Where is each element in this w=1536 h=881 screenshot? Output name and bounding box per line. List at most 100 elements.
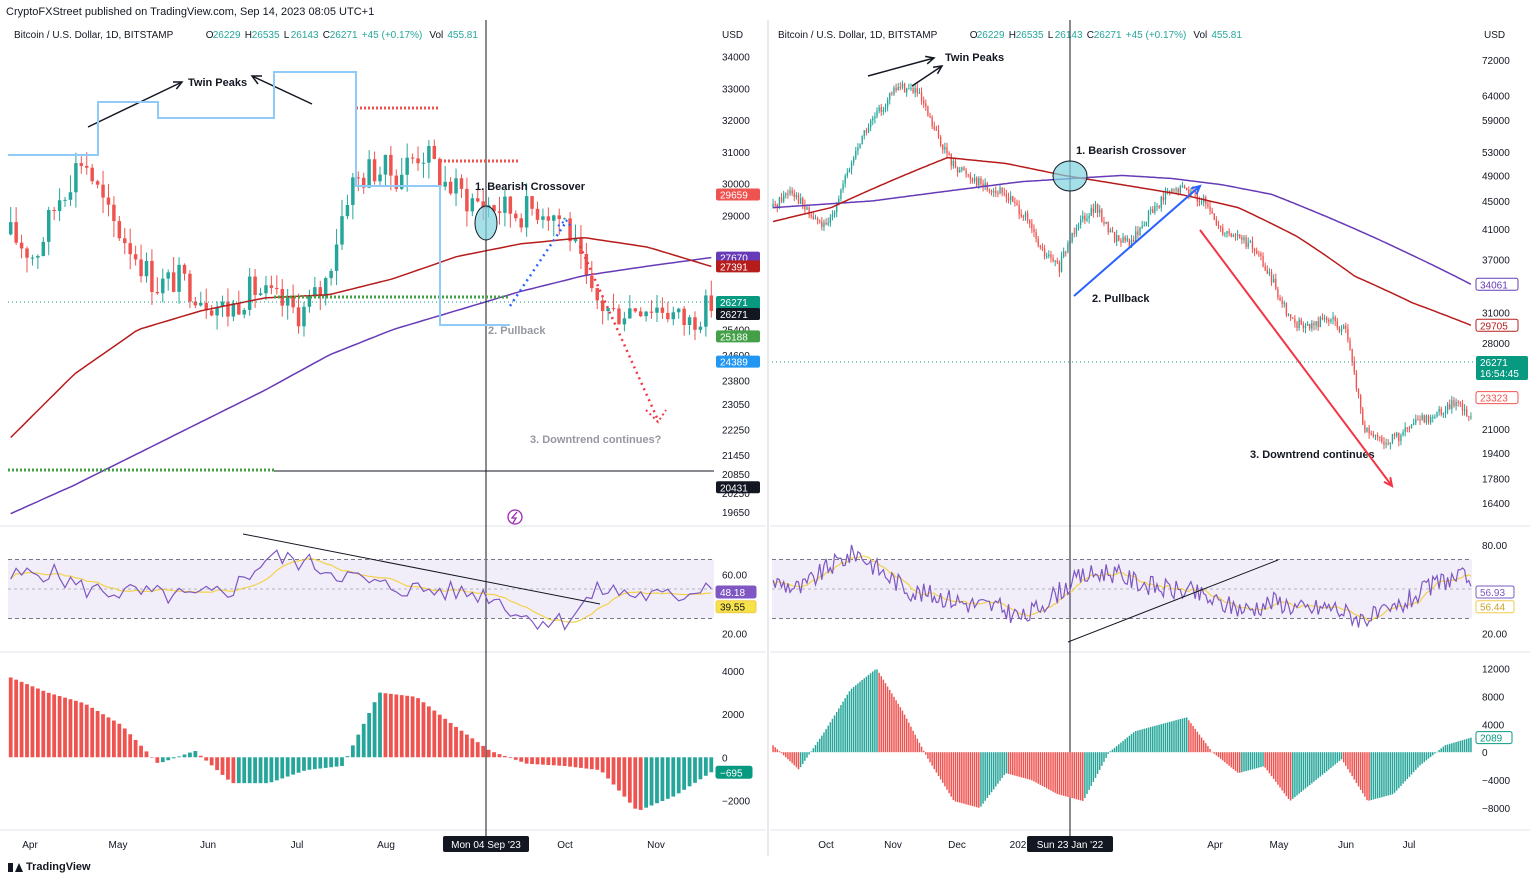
- twin-peaks-arrow-right-head: [250, 75, 262, 85]
- candle-body: [1243, 237, 1245, 240]
- ao-bar: [1400, 752, 1402, 786]
- ao-bar: [1253, 752, 1256, 769]
- ao-bar: [1275, 752, 1277, 782]
- candle-body: [1046, 256, 1048, 258]
- ao-bar: [1230, 752, 1232, 768]
- ao-value: −695: [720, 768, 743, 779]
- downtrend-arrow-head: [1383, 476, 1394, 488]
- ao-bar: [855, 685, 857, 753]
- candle-body: [1459, 402, 1462, 404]
- ao-bar: [1052, 752, 1054, 792]
- ao-bar: [1425, 752, 1428, 761]
- ao-bar: [944, 752, 946, 787]
- candle-body: [1222, 227, 1224, 235]
- candle-body: [1283, 303, 1285, 305]
- ao-bar: [995, 752, 997, 787]
- ao-bar: [25, 684, 29, 758]
- candle-body: [802, 198, 804, 205]
- time-tick: Dec: [948, 840, 966, 851]
- publisher-line: CryptoFXStreet published on TradingView.…: [6, 6, 375, 18]
- candle-body: [1018, 204, 1020, 215]
- ao-bar: [1058, 752, 1061, 795]
- ao-bar: [1266, 752, 1269, 771]
- price-tick: 34000: [722, 53, 750, 64]
- ao-bar: [829, 722, 832, 753]
- ao-bar: [791, 752, 793, 764]
- ao-bar: [296, 757, 301, 773]
- ao-bar: [68, 699, 73, 758]
- candle-body: [1082, 215, 1084, 220]
- ao-bar: [1434, 752, 1436, 754]
- ao-bar: [910, 726, 912, 753]
- rsi-ma-line: [772, 555, 1472, 622]
- ao-bar: [291, 757, 296, 775]
- ao-bar: [595, 757, 600, 770]
- candle-body: [1200, 202, 1203, 204]
- price-tag-box: [716, 330, 760, 343]
- ao-bar: [1364, 752, 1366, 797]
- ao-bar: [1262, 752, 1264, 767]
- candle-body: [903, 83, 906, 93]
- ao-bar: [838, 708, 840, 753]
- ao-bar: [1249, 752, 1252, 770]
- ao-bar: [1296, 752, 1298, 796]
- ao-bar: [1105, 752, 1107, 758]
- ao-bar: [965, 752, 967, 805]
- candle-body: [117, 221, 122, 239]
- ao-bar: [1092, 752, 1095, 782]
- candle-body: [827, 222, 829, 225]
- candle-body: [1364, 424, 1366, 432]
- candle-body: [1446, 404, 1449, 412]
- ao-bar: [1381, 752, 1383, 798]
- chart-left[interactable]: Bitcoin / U.S. Dollar, 1D, BITSTAMP O 2622…: [8, 20, 760, 852]
- ao-bar: [1417, 752, 1419, 768]
- price-tag-value: 25188: [720, 332, 748, 343]
- candle-body: [313, 287, 317, 297]
- twin-peaks-arrow-left-head: [172, 81, 184, 90]
- ao-bar: [481, 745, 486, 758]
- donchian-channel: [8, 71, 510, 326]
- candle-body: [682, 308, 686, 326]
- ao-bar: [150, 757, 154, 758]
- candle-body: [1313, 322, 1315, 326]
- candle-body: [57, 200, 62, 212]
- ao-bar: [1215, 752, 1218, 756]
- ao-bar: [1340, 752, 1343, 760]
- candle-body: [1412, 423, 1415, 425]
- candle-body: [918, 92, 921, 94]
- candle-body: [1319, 317, 1322, 328]
- candle-body: [454, 178, 458, 194]
- chart-right[interactable]: Bitcoin / U.S. Dollar, 1D, BITSTAMP O 2622…: [772, 20, 1528, 852]
- candle-body: [1387, 443, 1389, 445]
- ao-bar: [912, 730, 914, 753]
- ao-bar: [916, 738, 919, 753]
- candle-body: [1332, 317, 1334, 320]
- rsi-tick: 80.00: [1482, 541, 1507, 552]
- ao-bar: [302, 757, 306, 771]
- candle-body: [367, 159, 371, 188]
- candle-body: [655, 307, 659, 313]
- candle-body: [1376, 435, 1379, 437]
- candle-body: [1444, 411, 1447, 413]
- candle-body: [855, 150, 857, 158]
- ao-bar: [1060, 752, 1063, 796]
- candle-body: [916, 88, 918, 94]
- candle-body: [410, 157, 415, 159]
- candle-body: [1385, 443, 1387, 445]
- candle-body: [1105, 221, 1107, 224]
- candle-body: [950, 154, 952, 166]
- candle-body: [340, 216, 344, 245]
- price-tick: 30000: [722, 180, 750, 191]
- candle-body: [959, 170, 961, 173]
- candle-body: [133, 254, 138, 260]
- candle-body: [1398, 432, 1400, 442]
- ao-bar: [1026, 752, 1029, 780]
- candle-body: [942, 144, 944, 150]
- candle-body: [552, 215, 556, 221]
- price-tag-value: 26271: [720, 298, 748, 309]
- time-tick: Jul: [291, 840, 304, 851]
- ao-bar: [1451, 743, 1453, 753]
- ao-bar: [269, 757, 274, 783]
- candle-body: [1300, 319, 1302, 325]
